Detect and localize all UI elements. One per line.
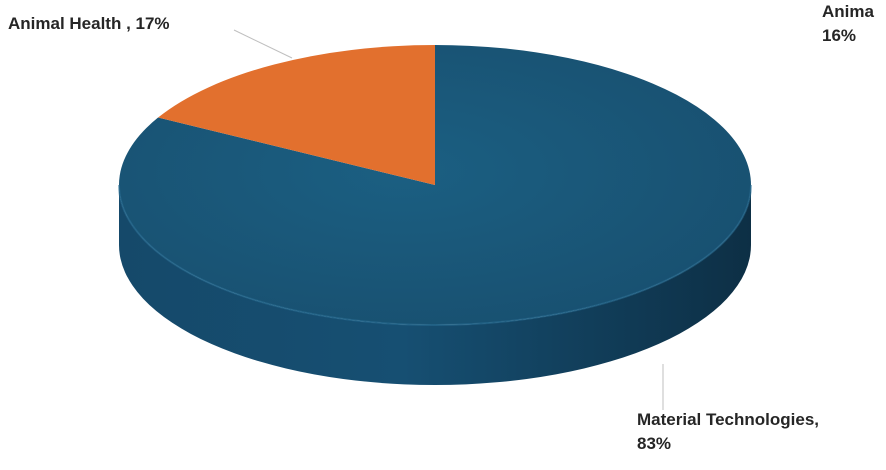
- label-clipped-pct: 16%: [822, 26, 857, 45]
- label-material-technologies-pct: 83%: [637, 434, 672, 453]
- label-clipped-slice: Anima 16%: [822, 0, 874, 48]
- pie-rim-highlight: [118, 184, 752, 326]
- label-animal-health: Animal Health , 17%: [8, 14, 170, 33]
- pie-slice-animal-health: [158, 45, 435, 185]
- label-material-technologies-name: Material Technologies,: [637, 410, 820, 429]
- pie-side-wall: [119, 185, 751, 385]
- label-material-technologies: Material Technologies, 83%: [637, 408, 819, 456]
- pie-group: [118, 45, 752, 385]
- leader-line-animal-health: [233, 29, 293, 59]
- label-clipped-name: Anima: [822, 2, 874, 21]
